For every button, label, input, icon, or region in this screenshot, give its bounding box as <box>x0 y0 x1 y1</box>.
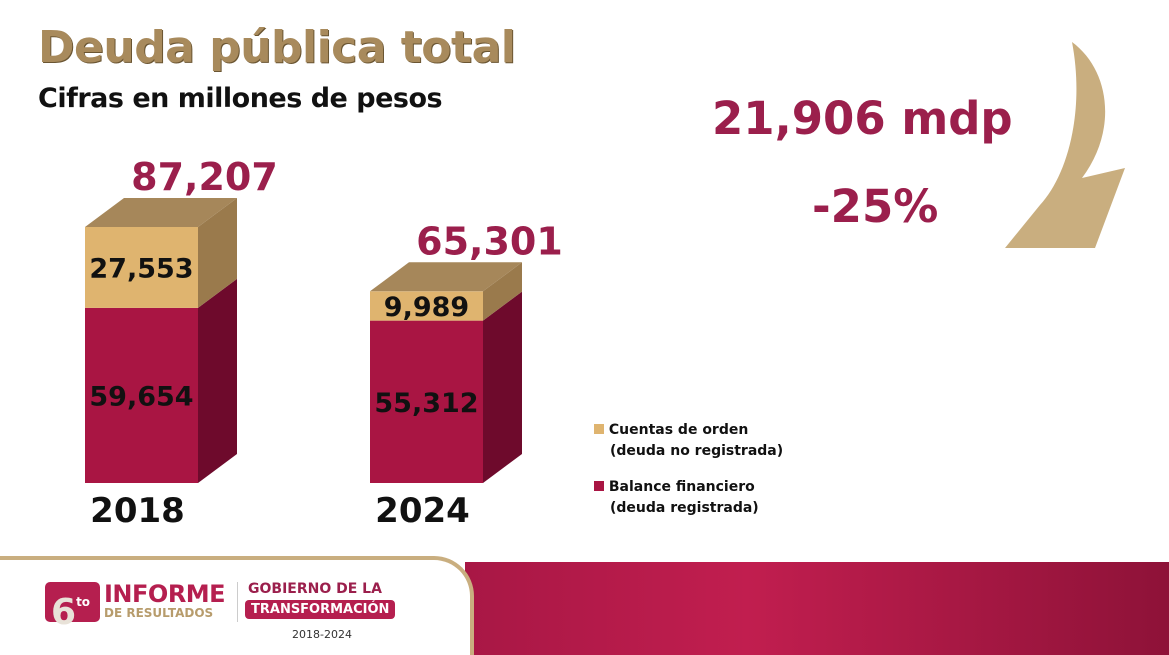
bar-top <box>85 198 237 227</box>
transformacion-label: TRANSFORMACIÓN <box>245 600 396 619</box>
data-label: 59,654 <box>89 381 193 412</box>
legend-swatch <box>594 424 604 434</box>
difference-amount: 21,906 mdp <box>712 92 1013 145</box>
gobierno-label: GOBIERNO DE LA <box>248 581 382 597</box>
chart: 59,654 27,553 87,207 2018 55,312 9,989 65,301 2… <box>85 42 1125 531</box>
data-label: 55,312 <box>374 388 478 419</box>
curved-down-arrow-icon <box>1005 42 1125 248</box>
legend-item-cuentas: Cuentas de orden (deuda no registrada) <box>594 420 783 462</box>
legend-item-balance: Balance financiero (deuda registrada) <box>594 477 759 519</box>
bar-segment <box>85 227 198 308</box>
informe-badge: 6to <box>45 582 100 633</box>
divider <box>237 582 238 622</box>
badge-number: 6 <box>51 592 77 633</box>
legend-label: Cuentas de orden <box>608 422 749 438</box>
data-label: 27,553 <box>89 253 193 284</box>
page-subtitle: Cifras en millones de pesos <box>38 83 443 114</box>
page-title: Deuda pública total <box>38 22 516 73</box>
bar-segment <box>370 291 483 321</box>
bar-top <box>370 262 522 292</box>
resultados-label: DE RESULTADOS <box>104 606 214 620</box>
informe-label: INFORME <box>104 580 226 608</box>
total-label: 87,207 <box>131 155 278 199</box>
data-label: 9,989 <box>384 292 469 323</box>
footer-band <box>465 562 1169 655</box>
legend-sublabel: (deuda no registrada) <box>610 443 784 459</box>
bar-segment <box>370 320 483 483</box>
category-label: 2018 <box>90 491 185 531</box>
total-label: 65,301 <box>416 219 563 263</box>
bar-side <box>198 198 237 308</box>
category-label: 2024 <box>375 491 470 531</box>
bar-segment <box>85 307 198 483</box>
bar-side <box>483 262 522 321</box>
legend-swatch <box>594 481 604 491</box>
bar-side <box>483 291 522 483</box>
period-label: 2018-2024 <box>292 628 352 641</box>
legend-sublabel: (deuda registrada) <box>610 500 759 516</box>
bar-side <box>198 278 237 483</box>
difference-percent: -25% <box>812 180 939 233</box>
legend-label: Balance financiero <box>608 479 755 495</box>
badge-sup: to <box>76 595 91 609</box>
